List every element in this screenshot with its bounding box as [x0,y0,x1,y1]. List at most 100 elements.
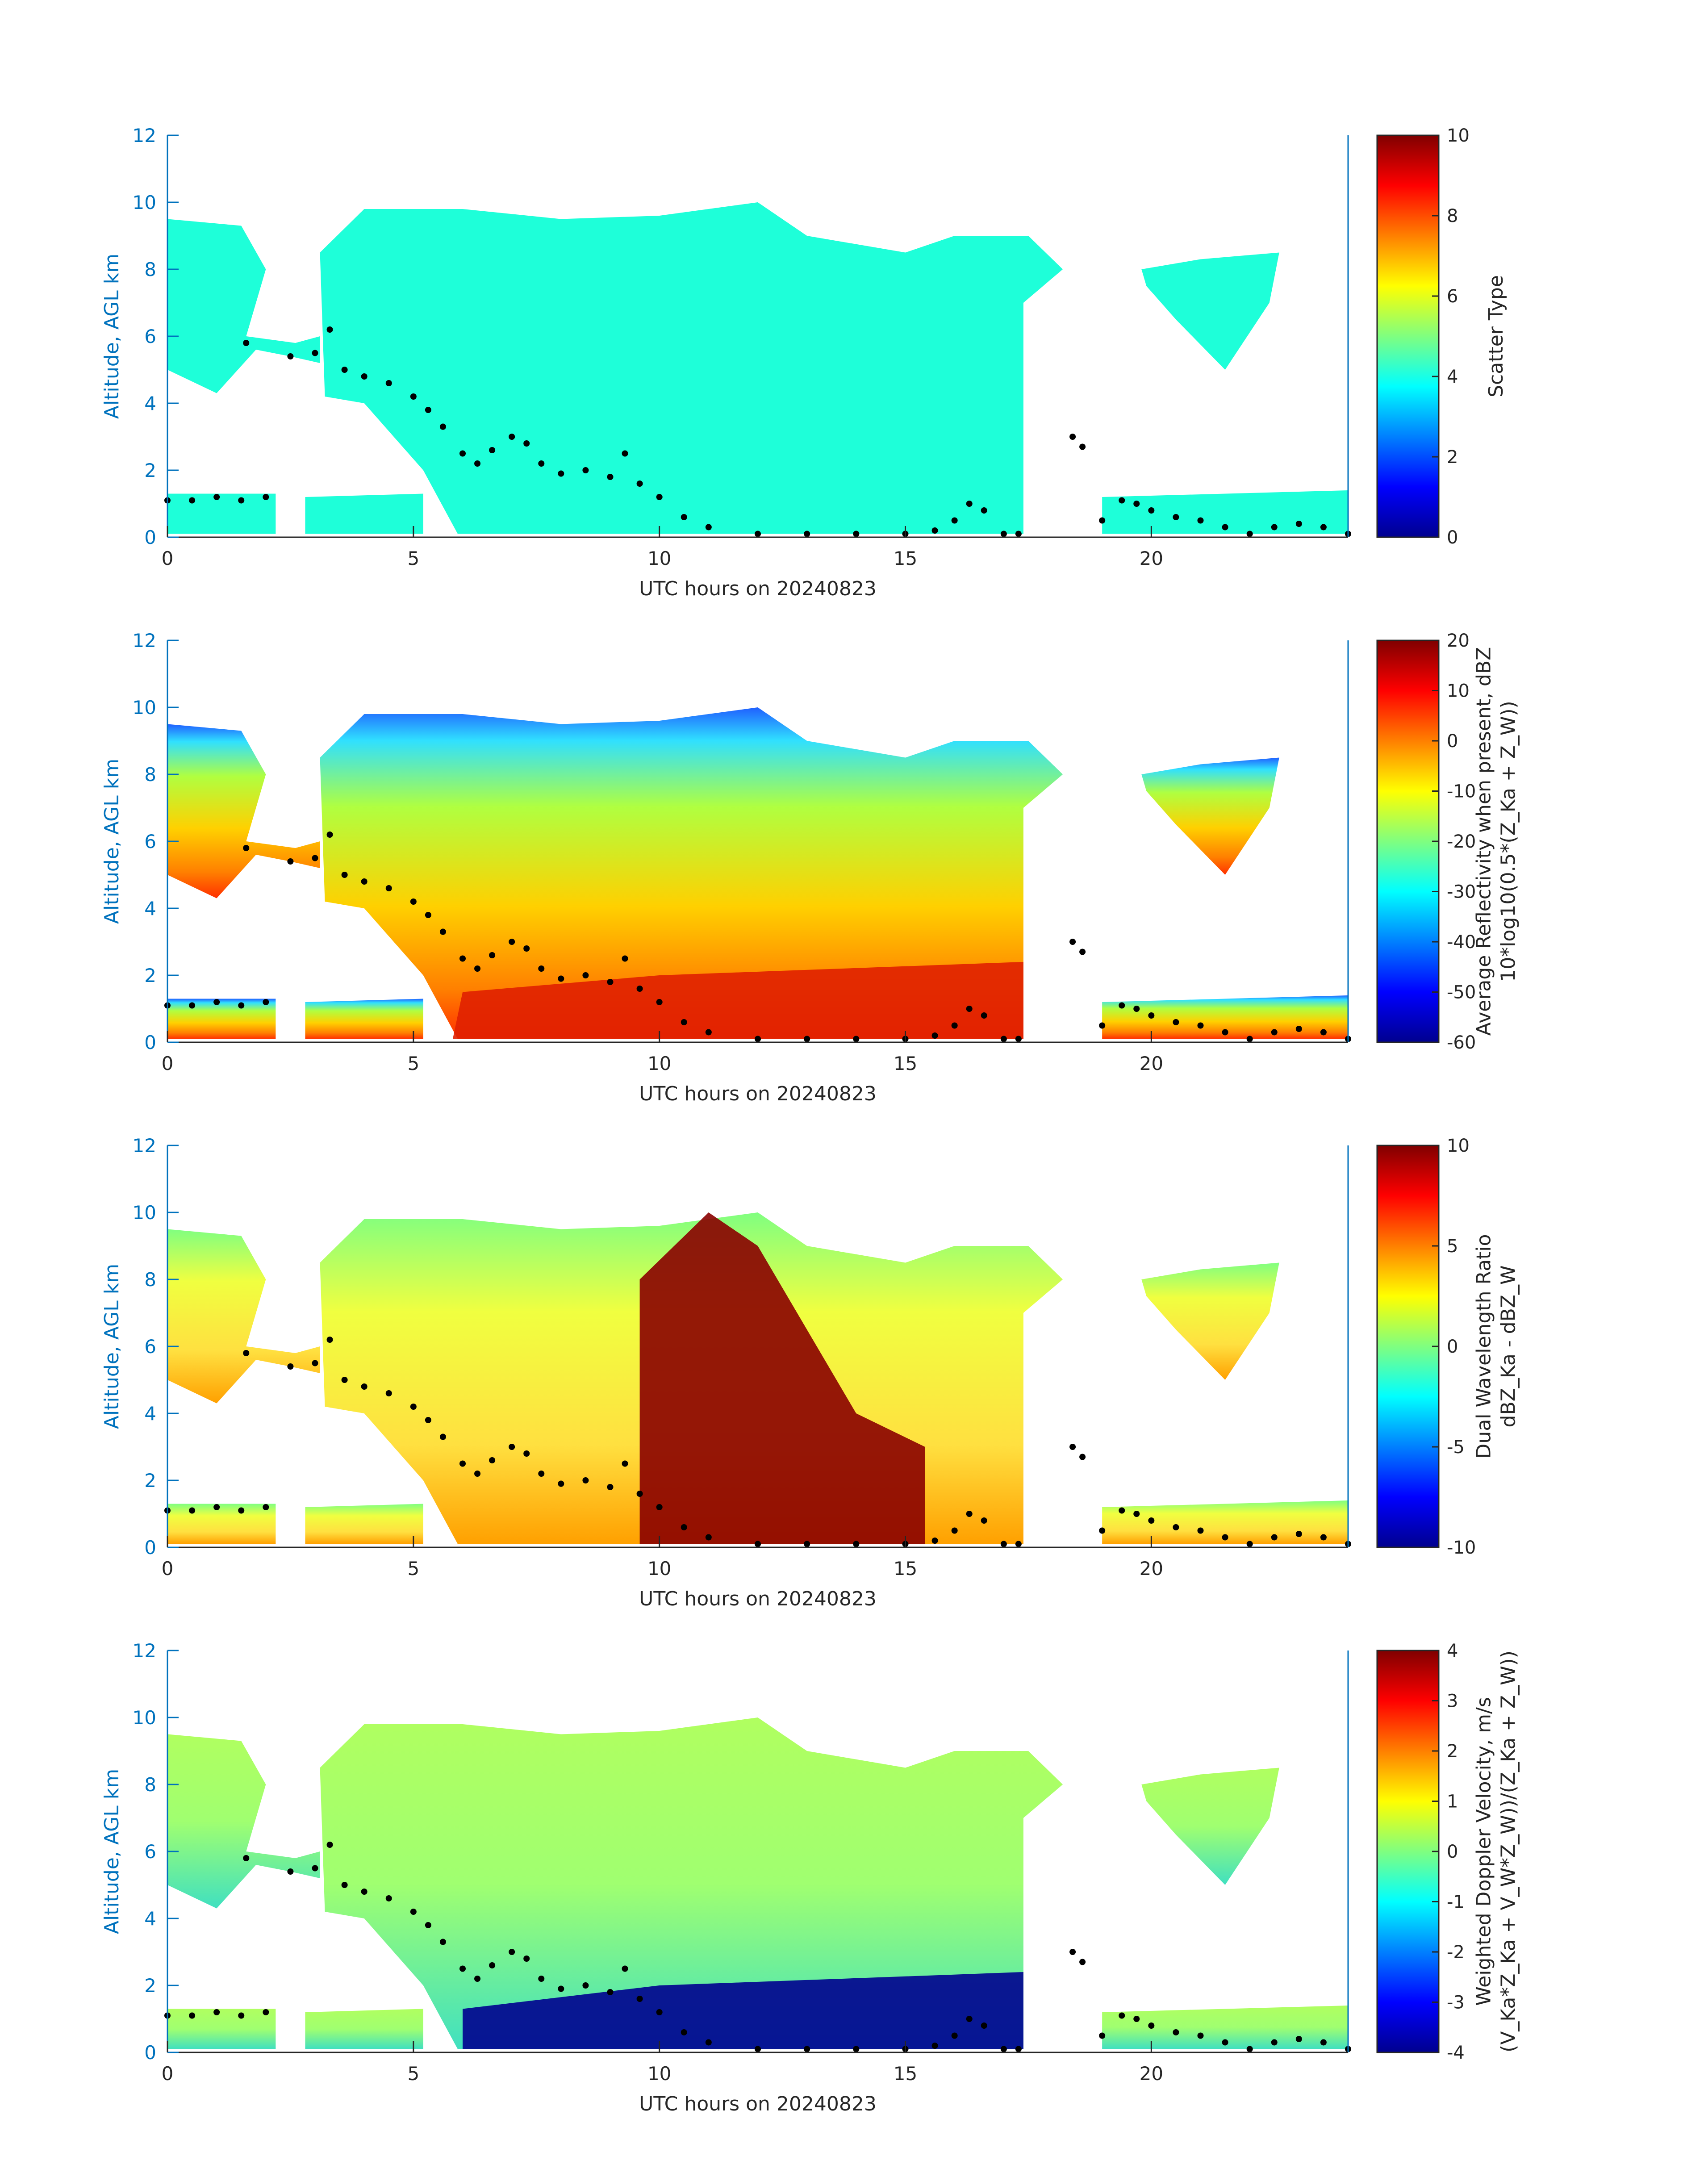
colorbar [1376,639,1440,1043]
echo-region [320,202,1063,534]
echo-region [167,1734,320,1909]
overlay-point [622,955,628,962]
echo-region [305,2009,423,2049]
overlay-point [1173,1019,1179,1025]
colorbar-tick-label: 0 [1447,731,1458,752]
overlay-point [582,467,589,473]
overlay-point [238,2012,245,2019]
colorbar [1376,134,1440,538]
overlay-point [361,878,367,885]
colorbar-tick-label: 0 [1447,1842,1458,1862]
overlay-point [853,2046,860,2052]
overlay-point [1133,1006,1140,1012]
overlay-point [326,832,333,838]
echo-region [1141,1768,1279,1885]
x-tick-label: 0 [162,547,174,569]
colorbar-tick-label: 5 [1447,1236,1458,1257]
overlay-point [189,1002,196,1009]
y-tick-label: 12 [133,125,156,146]
y-tick-label: 6 [144,1841,156,1863]
panel-3: 0 2 4 6 8 10 12 0 5 10 15 20 UTC hours on 20240823 Al… [100,1135,1520,1610]
overlay-point [656,1504,663,1510]
echo-region [1141,757,1279,875]
overlay-point [474,965,481,972]
overlay-point [636,986,643,992]
overlay-point [1271,524,1278,531]
overlay-point [243,845,250,851]
y-tick-label: 4 [144,898,156,919]
colorbar-label: (V_Ka*Z_Ka + V_W*Z_W))/(Z_Ka + Z_W)) [1497,1651,1520,2052]
overlay-point [755,1036,761,1042]
overlay-point [189,1507,196,1514]
overlay-point [558,470,564,477]
y-tick-label: 12 [133,1135,156,1157]
overlay-point [1119,2012,1125,2019]
colorbar-label: Average Reflectivity when present, dBZ [1473,647,1495,1036]
overlay-point [523,1956,530,1962]
x-tick-label: 10 [647,547,671,569]
overlay-point [263,494,269,500]
x-tick-label: 5 [407,2063,419,2085]
overlay-point [1079,443,1086,450]
colorbar-tick-label: 2 [1447,447,1458,468]
overlay-point [1015,1541,1022,1547]
overlay-point [853,1036,860,1042]
overlay-point [439,1939,446,1945]
overlay-point [523,1450,530,1457]
overlay-point [538,1471,545,1477]
overlay-point [1148,1517,1155,1524]
overlay-point [385,380,392,386]
overlay-point [489,1962,496,1968]
echo-region [305,493,423,534]
overlay-point [474,460,481,467]
overlay-point [1133,501,1140,507]
overlay-point [385,1390,392,1396]
y-tick-label: 10 [133,697,156,719]
colorbar-tick-label: 0 [1447,527,1458,548]
echo-region [167,1229,320,1404]
overlay-point [951,2032,958,2039]
overlay-point [459,1460,466,1467]
overlay-point [538,1976,545,1982]
colorbar-tick-label: 2 [1447,1741,1458,1762]
overlay-point [1015,2046,1022,2052]
overlay-point [474,1471,481,1477]
echo-region [305,1504,423,1544]
colorbar-tick-label: -4 [1447,2043,1465,2063]
colorbar-tick-label: -1 [1447,1892,1465,1913]
x-tick-label: 10 [647,2063,671,2085]
overlay-point [951,1022,958,1029]
y-axis-label: Altitude, AGL km [100,1769,123,1934]
overlay-point [1069,1949,1076,1955]
y-tick-label: 4 [144,393,156,414]
colorbar-tick-label: 10 [1447,1136,1470,1156]
overlay-point [385,885,392,891]
y-tick-label: 2 [144,460,156,481]
overlay-point [509,434,515,440]
overlay-point [213,1504,220,1510]
colorbar-label: dBZ_Ka - dBZ_W [1497,1266,1520,1428]
overlay-point [1295,1026,1302,1032]
y-tick-label: 0 [144,2042,156,2064]
overlay-point [287,858,294,865]
overlay-point [410,1909,417,1915]
overlay-point [1246,531,1253,537]
colorbar-tick-label: -20 [1447,832,1476,852]
overlay-point [681,514,687,520]
x-axis-label: UTC hours on 20240823 [639,1082,877,1105]
overlay-point [1000,2046,1007,2052]
overlay-point [1197,1022,1204,1029]
y-tick-label: 8 [144,259,156,280]
overlay-point [1000,1541,1007,1547]
overlay-point [263,1504,269,1510]
x-tick-label: 20 [1140,1558,1163,1579]
overlay-point [1295,2036,1302,2042]
overlay-point [341,367,348,373]
echo-region [1141,1262,1279,1380]
y-tick-label: 2 [144,965,156,986]
overlay-point [1015,531,1022,537]
y-tick-label: 12 [133,1640,156,1662]
